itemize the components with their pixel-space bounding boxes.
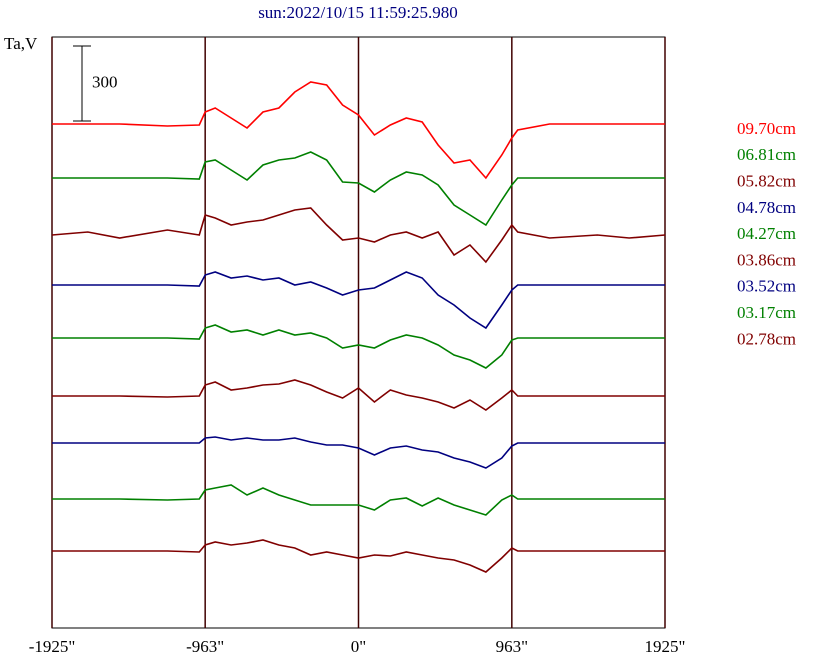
legend-entry: 03.52cm: [737, 277, 796, 296]
legend-entry: 06.81cm: [737, 145, 796, 164]
legend-entry: 09.70cm: [737, 119, 796, 138]
chart-title: sun:2022/10/15 11:59:25.980: [258, 3, 458, 22]
series-line: [52, 324, 665, 369]
series-line: [52, 379, 665, 411]
x-tick-label: -963": [186, 637, 224, 656]
legend-entry: 03.17cm: [737, 303, 796, 322]
legend-entry: 02.78cm: [737, 329, 796, 348]
x-tick-label: 0": [351, 637, 366, 656]
legend-entry: 05.82cm: [737, 172, 796, 191]
series-line: [52, 271, 665, 330]
series-line: [52, 539, 665, 573]
legend-entry: 03.86cm: [737, 250, 796, 269]
legend-entry: 04.27cm: [737, 224, 796, 243]
series-line: [52, 151, 665, 227]
x-tick-label: 963": [496, 637, 528, 656]
series-line: [52, 81, 665, 180]
x-tick-label: -1925": [29, 637, 76, 656]
series-line: [52, 484, 665, 516]
scale-bar-label: 300: [92, 72, 118, 91]
x-tick-label: 1925": [645, 637, 686, 656]
series-line: [51, 207, 666, 264]
legend-entry: 04.78cm: [737, 198, 796, 217]
y-axis-label: Ta,V: [4, 34, 38, 53]
series-line: [52, 436, 665, 469]
